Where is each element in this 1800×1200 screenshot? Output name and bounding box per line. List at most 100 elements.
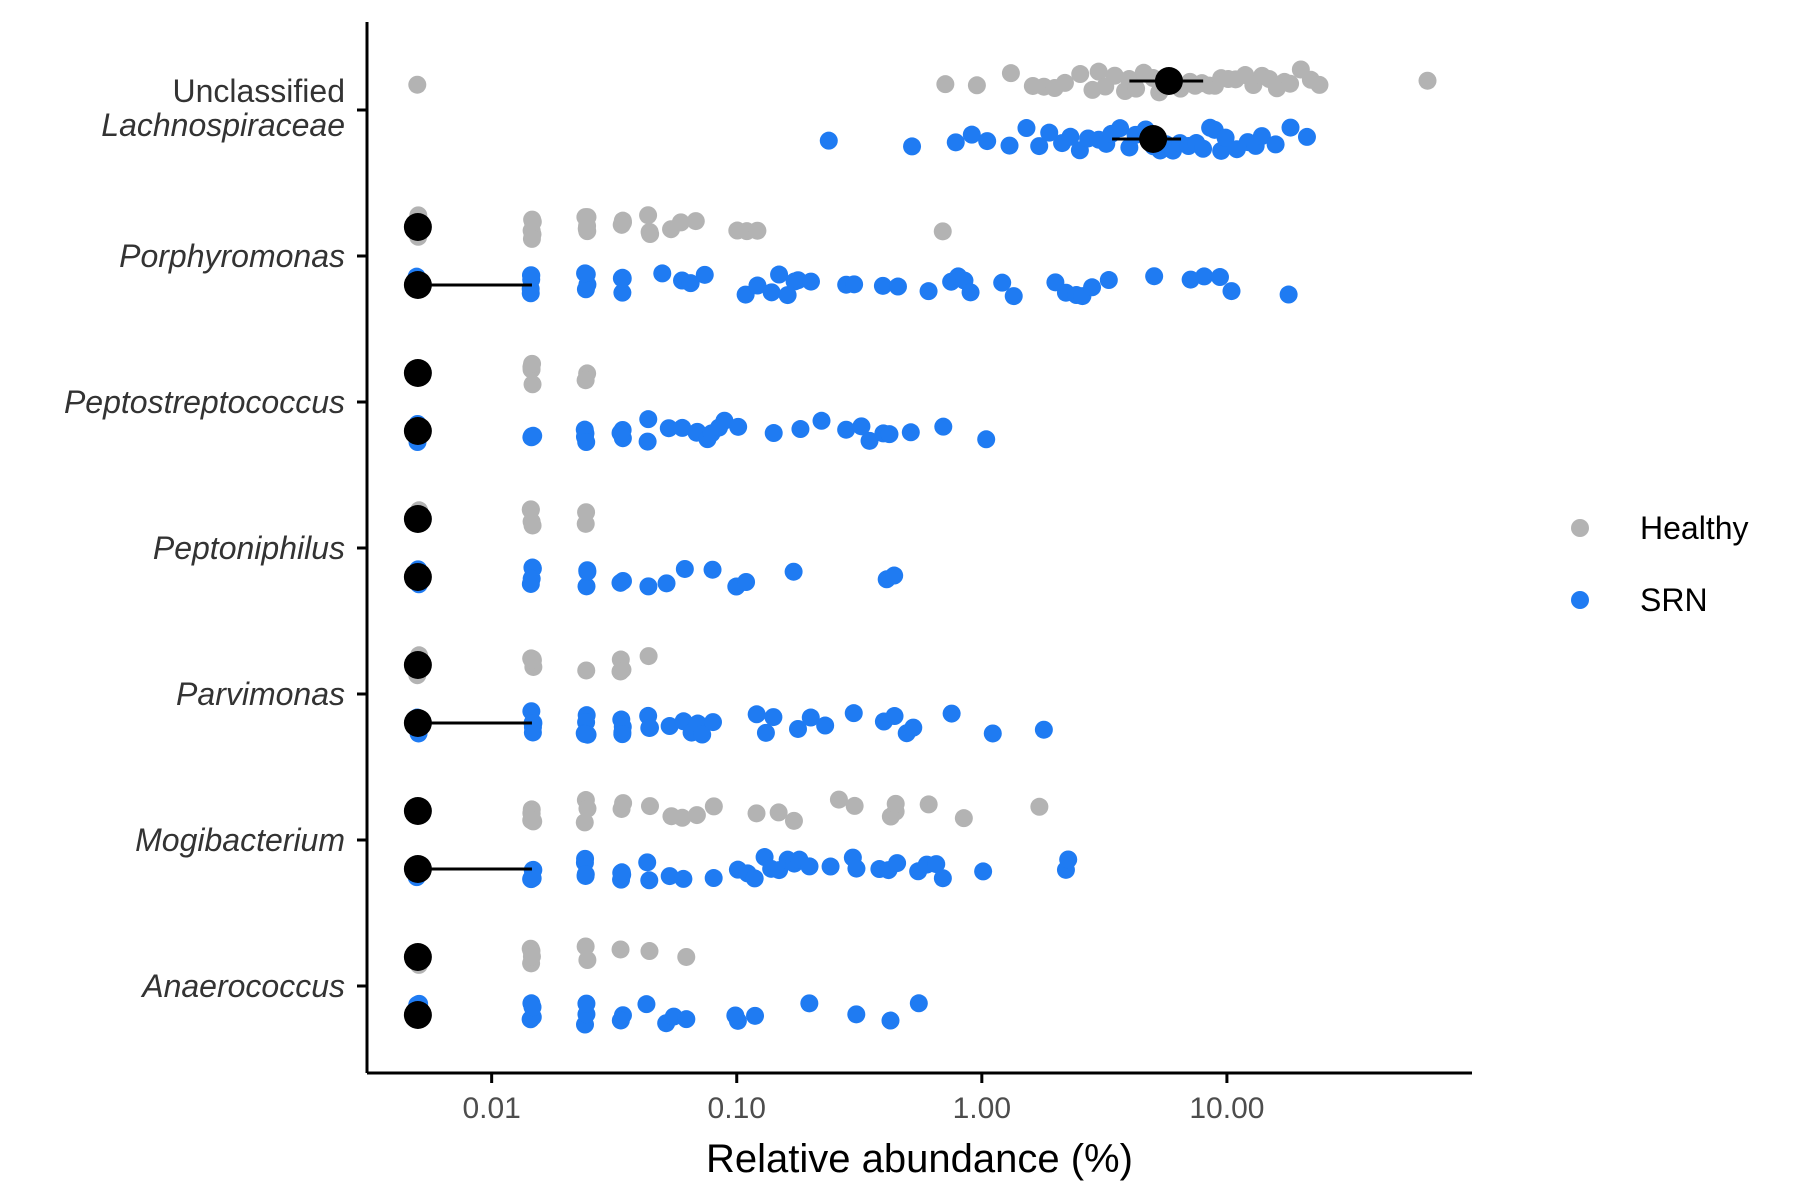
- data-point-srn: [1145, 267, 1164, 286]
- y-category-label: Peptoniphilus: [153, 530, 345, 566]
- data-point-healthy: [1105, 66, 1124, 85]
- data-point-srn: [1195, 267, 1214, 286]
- y-category-label: Unclassified: [172, 73, 345, 109]
- data-point-srn: [1181, 270, 1200, 289]
- data-point-srn: [726, 1006, 745, 1025]
- data-point-srn: [942, 704, 961, 723]
- median-point: [1154, 67, 1183, 95]
- x-axis-title: Relative abundance (%): [706, 1137, 1133, 1181]
- data-point-srn: [613, 283, 632, 302]
- data-point-healthy: [576, 371, 595, 390]
- data-point-srn: [659, 419, 678, 438]
- data-point-srn: [845, 275, 864, 294]
- data-point-srn: [729, 417, 748, 436]
- y-category-label: Parvimonas: [176, 676, 345, 712]
- data-point-healthy: [886, 794, 905, 813]
- data-point-healthy: [523, 354, 542, 373]
- data-point-healthy: [611, 662, 630, 681]
- data-point-healthy: [639, 206, 658, 225]
- median-summaries: [403, 67, 1204, 1029]
- data-point-srn: [521, 284, 540, 303]
- data-point-srn: [762, 283, 781, 302]
- data-point-healthy: [673, 808, 692, 827]
- data-point-healthy: [408, 75, 427, 94]
- data-point-srn: [578, 562, 597, 581]
- data-point-srn: [888, 854, 907, 873]
- data-point-healthy: [576, 937, 595, 956]
- data-point-srn: [611, 1011, 630, 1030]
- data-point-healthy: [640, 797, 659, 816]
- data-point-srn: [523, 998, 542, 1017]
- data-point-healthy: [687, 806, 706, 825]
- x-tick-label: 10.00: [1189, 1092, 1264, 1125]
- data-point-healthy: [577, 661, 596, 680]
- median-point: [403, 271, 432, 299]
- data-point-srn: [1030, 137, 1049, 156]
- data-point-srn: [703, 713, 722, 732]
- data-point-srn: [1194, 139, 1213, 158]
- data-point-srn: [801, 272, 820, 291]
- data-point-srn: [613, 269, 632, 288]
- data-point-healthy: [1281, 74, 1300, 93]
- data-point-srn: [693, 725, 712, 744]
- data-point-srn: [638, 853, 657, 872]
- data-point-srn: [681, 274, 700, 293]
- data-point-srn: [745, 869, 764, 888]
- data-point-srn: [962, 125, 981, 144]
- data-point-srn: [673, 418, 692, 437]
- data-point-srn: [819, 131, 838, 150]
- data-point-healthy: [578, 799, 597, 818]
- data-point-srn: [800, 994, 819, 1013]
- data-point-srn: [1083, 278, 1102, 297]
- data-point-healthy: [829, 790, 848, 809]
- data-point-srn: [946, 133, 965, 152]
- data-point-srn: [1281, 118, 1300, 137]
- median-point: [403, 709, 432, 737]
- data-point-srn: [978, 132, 997, 151]
- y-category-label: Peptostreptococcus: [64, 384, 345, 420]
- x-axis-ticks: 0.01 0.10 1.00 10.00: [462, 1073, 1264, 1125]
- data-point-srn: [640, 718, 659, 737]
- data-point-srn: [576, 865, 595, 884]
- data-point-healthy: [522, 947, 541, 966]
- y-category-label: Lachnospiraceae: [101, 107, 345, 143]
- data-point-srn: [674, 869, 693, 888]
- data-point-srn: [1004, 287, 1023, 306]
- data-point-srn: [903, 137, 922, 156]
- data-point-healthy: [1310, 75, 1329, 94]
- data-point-srn: [747, 705, 766, 724]
- data-point-healthy: [612, 215, 631, 234]
- x-tick-label: 0.10: [708, 1092, 766, 1125]
- legend-label: Healthy: [1640, 510, 1749, 546]
- data-point-srn: [613, 725, 632, 744]
- data-point-healthy: [747, 804, 766, 823]
- data-point-healthy: [933, 222, 952, 241]
- legend: Healthy SRN: [1571, 510, 1749, 618]
- x-tick-label: 1.00: [953, 1092, 1011, 1125]
- data-point-healthy: [1089, 62, 1108, 81]
- legend-key-srn: [1571, 591, 1589, 609]
- data-point-srn: [909, 994, 928, 1013]
- data-point-srn: [746, 1006, 765, 1025]
- data-point-srn: [764, 708, 783, 727]
- data-point-healthy: [748, 221, 767, 240]
- data-point-healthy: [677, 947, 696, 966]
- data-point-srn: [778, 286, 797, 305]
- data-point-srn: [1040, 123, 1059, 142]
- data-point-srn: [522, 266, 541, 285]
- data-point-srn: [927, 855, 946, 874]
- data-point-srn: [704, 869, 723, 888]
- data-point-healthy: [1055, 73, 1074, 92]
- data-point-healthy: [611, 940, 630, 959]
- median-point: [403, 855, 432, 883]
- data-point-srn: [770, 265, 789, 284]
- legend-label: SRN: [1640, 582, 1708, 618]
- data-point-srn: [1000, 136, 1019, 155]
- legend-key-healthy: [1571, 519, 1589, 537]
- data-point-srn: [660, 867, 679, 886]
- data-point-healthy: [845, 796, 864, 815]
- data-point-srn: [904, 718, 923, 737]
- data-point-srn: [873, 276, 892, 295]
- data-point-healthy: [784, 811, 803, 830]
